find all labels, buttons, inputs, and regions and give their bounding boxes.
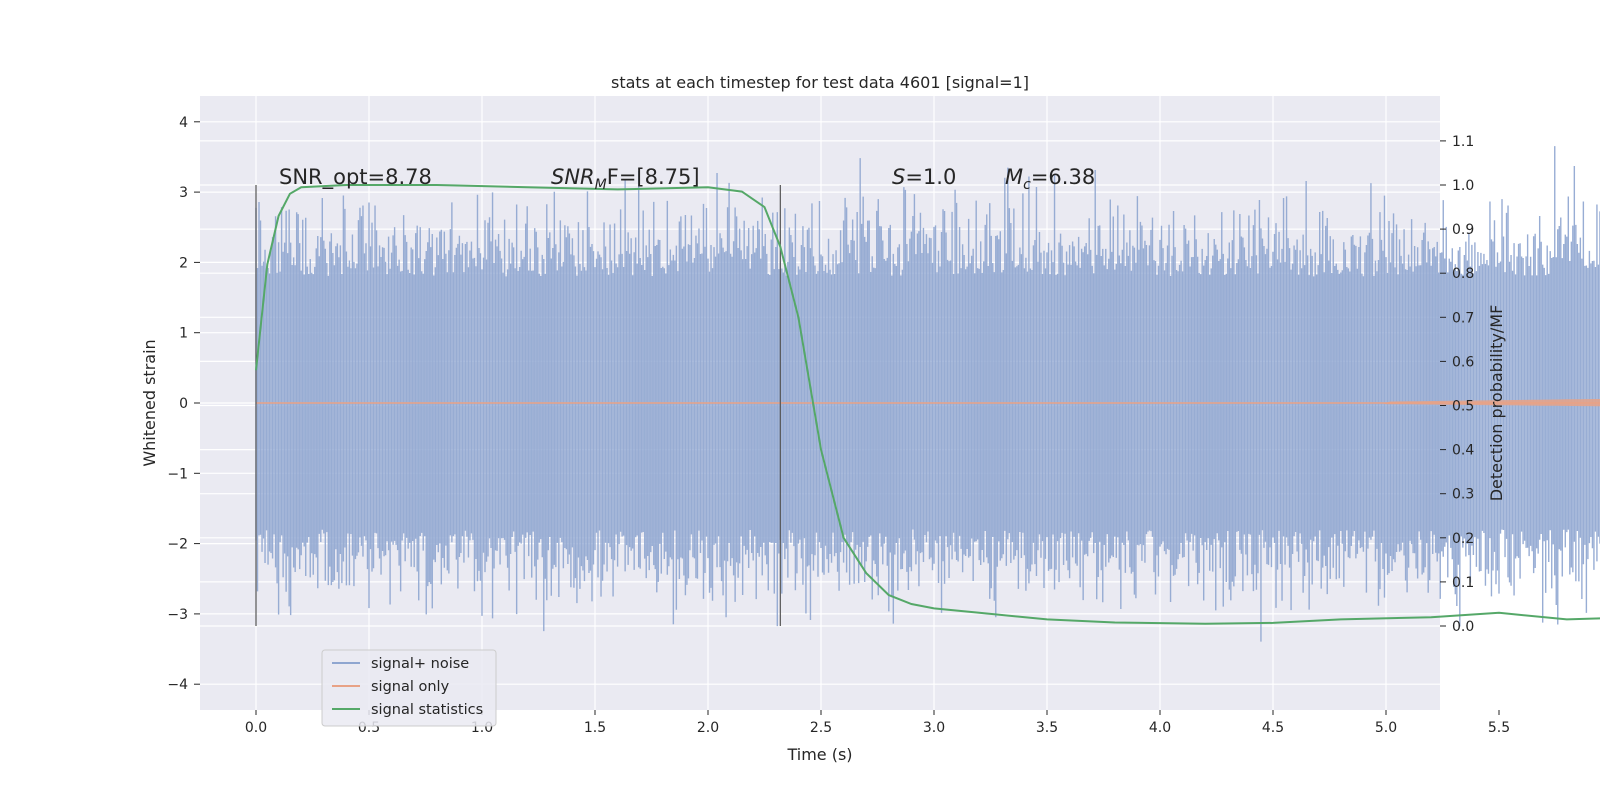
legend-box bbox=[321, 649, 497, 727]
y-left-tick-label: −4 bbox=[167, 677, 188, 693]
y-right-tick-label: 0.8 bbox=[1452, 266, 1474, 282]
annotation-s-symbol: S bbox=[892, 165, 905, 189]
legend-label-signal-statistics: signal statistics bbox=[371, 702, 483, 718]
y-right-tick-label: 0.3 bbox=[1452, 487, 1474, 503]
signal-only-series bbox=[256, 398, 1600, 407]
y-right-tick-label: 1.0 bbox=[1452, 178, 1474, 194]
y-right-tick-label: 0.4 bbox=[1452, 443, 1474, 459]
annotation-snr-opt: SNR_opt=8.78 bbox=[279, 165, 432, 190]
y-right-tick-label: 0.5 bbox=[1452, 399, 1474, 415]
y-left-tick-label: −2 bbox=[167, 537, 188, 553]
y-left-axis-ticks: 4 3 2 1 0 −1 −2 −3 −4 bbox=[167, 115, 200, 693]
x-tick-label: 5.0 bbox=[1375, 720, 1397, 736]
x-tick-label: 3.0 bbox=[923, 720, 945, 736]
y-right-tick-label: 0.7 bbox=[1452, 310, 1474, 326]
vertical-markers bbox=[255, 185, 781, 626]
x-tick-label: 0.0 bbox=[245, 720, 267, 736]
y-right-tick-label: 1.1 bbox=[1452, 134, 1474, 150]
legend-label-signal-noise: signal+ noise bbox=[371, 656, 469, 672]
y-left-tick-label: 4 bbox=[179, 115, 188, 131]
annotation-mc-symbol: M bbox=[1005, 165, 1023, 189]
legend-label-signal-only: signal only bbox=[371, 679, 450, 695]
signal-statistics-line bbox=[255, 184, 1600, 625]
annotation-snr-mf-symbol: SNR bbox=[551, 165, 595, 189]
annotation-snr-mf-value: F=[8.75] bbox=[607, 165, 700, 189]
annotation-mc: Mc=6.38 bbox=[1005, 165, 1095, 193]
y-left-tick-label: −1 bbox=[167, 466, 188, 482]
annotation-mc-subscript: c bbox=[1023, 177, 1031, 193]
x-tick-label: 1.5 bbox=[584, 720, 606, 736]
y-right-axis-label: Detection probability/MF bbox=[1487, 305, 1506, 502]
y-left-tick-label: 2 bbox=[179, 255, 188, 271]
x-tick-label: 5.5 bbox=[1488, 720, 1510, 736]
x-tick-label: 3.5 bbox=[1036, 720, 1058, 736]
annotation-mc-value: =6.38 bbox=[1031, 165, 1095, 189]
y-right-tick-label: 0.6 bbox=[1452, 354, 1474, 370]
annotation-snr-mf-subscript: M bbox=[595, 177, 607, 193]
annotation-s: S=1.0 bbox=[892, 165, 956, 189]
y-left-tick-label: 3 bbox=[179, 185, 188, 201]
signal-statistics-series bbox=[255, 184, 1600, 625]
x-tick-label: 2.5 bbox=[810, 720, 832, 736]
x-axis-label: Time (s) bbox=[786, 745, 852, 764]
y-right-tick-label: 0.2 bbox=[1452, 531, 1474, 547]
x-tick-label: 4.0 bbox=[1149, 720, 1171, 736]
legend: signal+ noise signal only signal statist… bbox=[321, 649, 497, 727]
chart-title: stats at each timestep for test data 460… bbox=[611, 73, 1029, 92]
y-left-tick-label: −3 bbox=[167, 607, 188, 623]
signal-noise-series bbox=[255, 146, 1600, 642]
y-left-tick-label: 1 bbox=[179, 326, 188, 342]
y-left-tick-label: 0 bbox=[179, 396, 188, 412]
y-left-axis-label: Whitened strain bbox=[140, 339, 159, 466]
annotation-s-value: =1.0 bbox=[905, 165, 956, 189]
annotation-snr-mf: SNRMF=[8.75] bbox=[551, 165, 700, 193]
y-right-tick-label: 0.1 bbox=[1452, 575, 1474, 591]
x-tick-label: 4.5 bbox=[1262, 720, 1284, 736]
y-right-axis-ticks: 1.1 1.0 0.9 0.8 0.7 0.6 0.5 0.4 0.3 0.2 0.1 0.0 bbox=[1440, 134, 1474, 635]
y-right-tick-label: 0.9 bbox=[1452, 222, 1474, 238]
x-tick-label: 2.0 bbox=[697, 720, 719, 736]
y-right-tick-label: 0.0 bbox=[1452, 619, 1474, 635]
